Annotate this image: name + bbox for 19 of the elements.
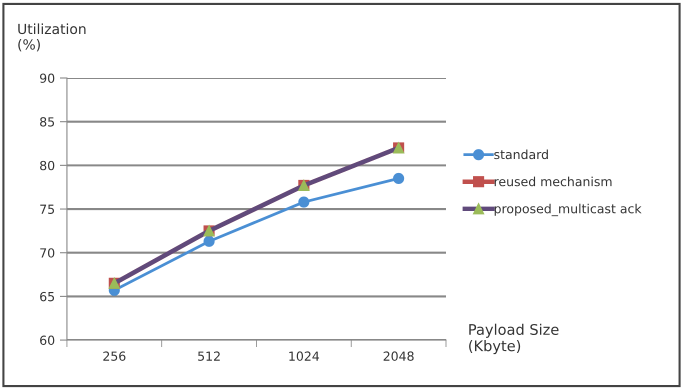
x-tick-label: 512	[198, 351, 220, 361]
x-tick-label: 1024	[289, 351, 320, 361]
x-tick-label: 256	[103, 351, 126, 361]
y-tick-label: 90	[40, 73, 54, 83]
y-tick-label: 75	[40, 204, 54, 214]
point	[298, 196, 310, 208]
point	[204, 236, 215, 247]
legend-label: proposed_multicast ack	[494, 204, 642, 216]
legend-label: reused mechanism	[494, 176, 612, 186]
y-tick-label: 60	[40, 336, 54, 346]
y-tick-label: 85	[40, 117, 54, 127]
legend-label: standard	[494, 150, 548, 160]
point	[393, 172, 404, 184]
y-tick-label: 65	[40, 292, 54, 302]
y-tick-label: 70	[40, 248, 54, 258]
x-tick-label: 2048	[384, 351, 414, 361]
x-axis-title: Payload Size (Kbyte)	[469, 324, 559, 354]
y-tick-label: 80	[40, 160, 54, 170]
y-axis-title: Utilization (%)	[18, 23, 86, 52]
